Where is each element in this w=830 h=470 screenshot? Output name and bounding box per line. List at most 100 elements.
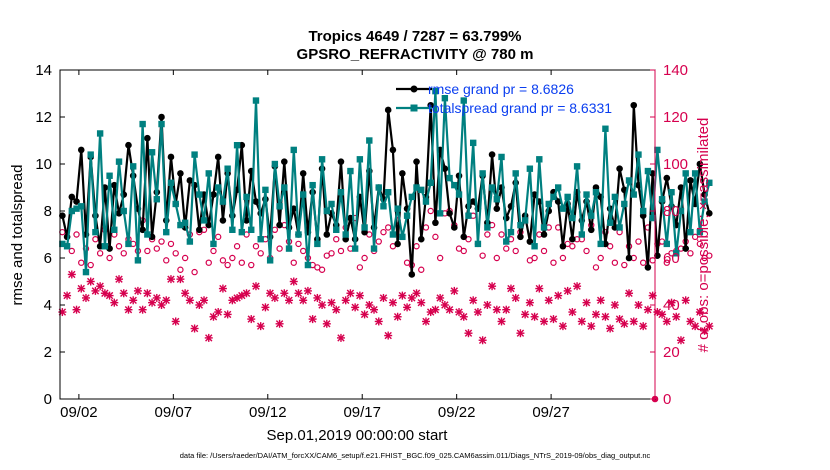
legend-marker-totalspread bbox=[410, 104, 418, 112]
rmse-point bbox=[68, 193, 76, 201]
totalspread-point bbox=[682, 170, 689, 177]
y-tick-label: 8 bbox=[44, 203, 52, 220]
totalspread-point bbox=[219, 198, 227, 205]
rmse-point bbox=[144, 134, 151, 142]
totalspread-point bbox=[498, 153, 505, 161]
totalspread-point bbox=[479, 170, 486, 177]
totalspread-point bbox=[569, 214, 576, 222]
obs-possible-point bbox=[583, 247, 590, 255]
obs-assimilated-point bbox=[152, 293, 161, 302]
obs-assimilated-point bbox=[431, 305, 440, 314]
obs-possible-point bbox=[115, 243, 123, 250]
obs-possible-point bbox=[540, 247, 548, 255]
rmse-point bbox=[111, 181, 118, 189]
totalspread-point bbox=[469, 139, 477, 147]
obs-assimilated-point bbox=[511, 293, 520, 302]
rmse-point bbox=[299, 170, 307, 177]
rmse-point bbox=[252, 198, 260, 205]
rmse-point bbox=[417, 235, 425, 243]
obs-assimilated-point bbox=[81, 293, 90, 302]
rmse-point bbox=[488, 151, 496, 158]
rmse-point bbox=[210, 191, 217, 198]
totalspread-point bbox=[517, 221, 524, 229]
totalspread-point bbox=[573, 163, 581, 170]
obs-possible-point bbox=[503, 245, 510, 252]
totalspread-point bbox=[701, 198, 708, 205]
totalspread-point bbox=[68, 207, 76, 215]
totalspread-point bbox=[644, 167, 652, 175]
obs-assimilated-point bbox=[294, 289, 303, 298]
x-axis-label: Sep.01,2019 00:00:00 start bbox=[267, 427, 449, 444]
totalspread-point bbox=[536, 156, 543, 163]
totalspread-point bbox=[592, 189, 600, 196]
obs-assimilated-point bbox=[171, 317, 180, 326]
totalspread-point bbox=[370, 245, 378, 252]
chart-title: Tropics 4649 / 7287 = 63.799% bbox=[308, 28, 521, 45]
obs-assimilated-point bbox=[129, 296, 138, 305]
x-tick-label: 09/22 bbox=[438, 404, 476, 421]
y-right-tick-label: 60 bbox=[663, 250, 680, 267]
rmse-point bbox=[559, 242, 567, 250]
obs-assimilated-point bbox=[563, 286, 572, 295]
totalspread-point bbox=[630, 191, 637, 198]
rmse-point bbox=[441, 165, 449, 172]
y-tick-label: 12 bbox=[35, 109, 52, 126]
totalspread-point bbox=[196, 191, 203, 198]
obs-assimilated-point bbox=[200, 296, 209, 305]
obs-assimilated-point bbox=[370, 305, 379, 314]
totalspread-point bbox=[224, 165, 231, 172]
totalspread-point bbox=[106, 172, 113, 179]
obs-assimilated-point bbox=[72, 305, 81, 314]
obs-assimilated-point bbox=[332, 305, 341, 314]
totalspread-point bbox=[210, 240, 217, 248]
obs-assimilated-point bbox=[124, 305, 133, 314]
obs-possible-point bbox=[380, 228, 387, 236]
totalspread-point bbox=[687, 228, 694, 236]
obs-possible-point bbox=[177, 266, 184, 273]
totalspread-point bbox=[606, 219, 614, 226]
obs-possible-point bbox=[87, 261, 94, 269]
totalspread-point bbox=[564, 193, 571, 201]
totalspread-point bbox=[214, 184, 222, 191]
totalspread-point bbox=[394, 205, 401, 212]
obs-assimilated-point bbox=[643, 305, 652, 314]
obs-possible-point bbox=[167, 240, 175, 248]
obs-assimilated-point bbox=[218, 284, 227, 293]
rmse-point bbox=[219, 217, 227, 224]
rmse-point bbox=[682, 245, 689, 252]
totalspread-point bbox=[380, 203, 387, 210]
obs-assimilated-point bbox=[521, 310, 530, 319]
rmse-point bbox=[493, 205, 501, 212]
obs-assimilated-point bbox=[658, 310, 667, 319]
totalspread-point bbox=[375, 184, 382, 191]
totalspread-point bbox=[540, 224, 548, 231]
totalspread-point bbox=[474, 240, 482, 248]
totalspread-point bbox=[347, 167, 354, 175]
rmse-point bbox=[540, 231, 548, 238]
totalspread-point bbox=[78, 203, 85, 210]
legend: rmse grand pr = 8.6826 totalspread grand… bbox=[396, 81, 612, 116]
rmse-point bbox=[337, 158, 345, 165]
obs-possible-point bbox=[214, 233, 222, 241]
totalspread-point bbox=[465, 212, 472, 219]
obs-possible-point bbox=[550, 259, 557, 266]
obs-assimilated-point bbox=[506, 284, 515, 293]
obs-assimilated-point bbox=[535, 284, 544, 293]
obs-possible-point bbox=[706, 252, 713, 259]
totalspread-point bbox=[186, 238, 194, 245]
rmse-point bbox=[644, 264, 652, 271]
obs-assimilated-point bbox=[421, 317, 430, 326]
obs-possible-point bbox=[78, 259, 85, 266]
totalspread-point bbox=[677, 207, 685, 215]
obs-possible-point bbox=[337, 247, 345, 255]
obs-assimilated-point bbox=[540, 317, 549, 326]
obs-possible-point bbox=[460, 247, 467, 255]
totalspread-point bbox=[413, 184, 420, 191]
obs-assimilated-point bbox=[133, 286, 142, 295]
rmse-point bbox=[59, 212, 66, 219]
totalspread-point bbox=[248, 226, 255, 233]
obs-assimilated-point bbox=[285, 296, 294, 305]
totalspread-point bbox=[446, 174, 453, 182]
obs-assimilated-point bbox=[63, 291, 72, 300]
totalspread-point bbox=[361, 224, 368, 231]
